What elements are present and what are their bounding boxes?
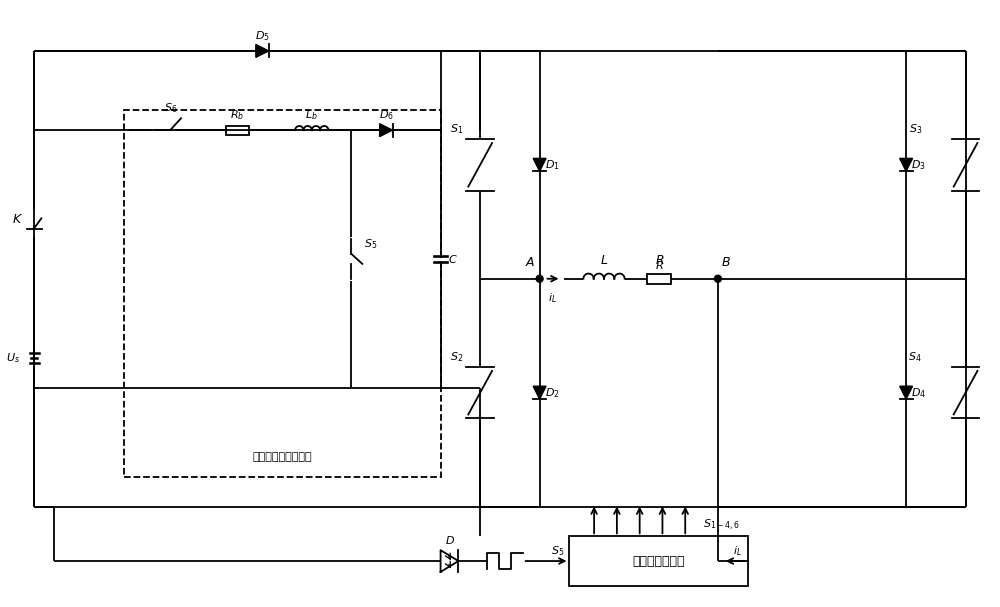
Text: $L$: $L$ xyxy=(600,254,608,267)
Polygon shape xyxy=(900,158,913,171)
Bar xyxy=(647,274,671,283)
Bar xyxy=(226,126,249,135)
Text: $R$: $R$ xyxy=(655,259,664,271)
Circle shape xyxy=(714,275,721,282)
Text: $D$: $D$ xyxy=(445,534,455,546)
Text: $A$: $A$ xyxy=(525,256,535,269)
Text: $D_5$: $D_5$ xyxy=(255,29,270,43)
Text: $D_3$: $D_3$ xyxy=(911,158,926,172)
Text: $D_4$: $D_4$ xyxy=(911,385,926,399)
Text: $S_{1-4,6}$: $S_{1-4,6}$ xyxy=(703,518,740,534)
Text: $C$: $C$ xyxy=(448,253,458,265)
Bar xyxy=(569,536,748,586)
Text: $S_3$: $S_3$ xyxy=(909,122,922,136)
Text: $i_L$: $i_L$ xyxy=(548,291,557,305)
Polygon shape xyxy=(256,44,269,57)
Text: $D_2$: $D_2$ xyxy=(545,385,559,399)
Text: $i_L$: $i_L$ xyxy=(733,544,742,558)
Text: $R$: $R$ xyxy=(655,254,664,267)
Text: $S_4$: $S_4$ xyxy=(908,350,922,364)
Polygon shape xyxy=(900,386,913,399)
Text: $S_5$: $S_5$ xyxy=(551,544,564,558)
Text: $D_1$: $D_1$ xyxy=(545,158,559,172)
Text: $S_2$: $S_2$ xyxy=(450,350,463,364)
Circle shape xyxy=(536,275,543,282)
Text: $S_5$: $S_5$ xyxy=(364,237,378,251)
Text: $U_s$: $U_s$ xyxy=(6,351,20,365)
Text: $K$: $K$ xyxy=(12,213,23,226)
Text: $S_6$: $S_6$ xyxy=(164,101,178,115)
Text: $L_b$: $L_b$ xyxy=(305,109,318,122)
Text: 上升沿陡度提升电路: 上升沿陡度提升电路 xyxy=(252,452,312,462)
Polygon shape xyxy=(533,158,546,171)
Text: $R_b$: $R_b$ xyxy=(230,109,245,122)
Polygon shape xyxy=(380,124,393,137)
Text: $D_6$: $D_6$ xyxy=(379,109,394,122)
Text: $B$: $B$ xyxy=(721,256,731,269)
Text: 驱动脉冲发生器: 驱动脉冲发生器 xyxy=(632,555,685,568)
Polygon shape xyxy=(533,386,546,399)
Text: $S_1$: $S_1$ xyxy=(450,122,463,136)
